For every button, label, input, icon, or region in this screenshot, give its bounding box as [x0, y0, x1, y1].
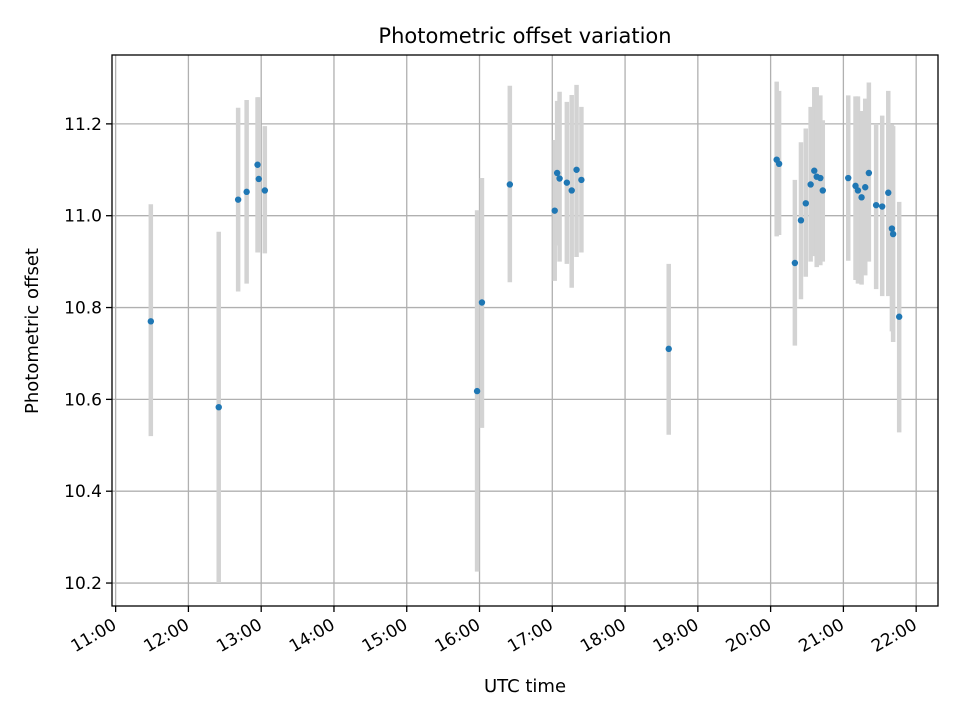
data-point [858, 194, 865, 201]
plot-frame [111, 54, 939, 607]
data-point [553, 169, 561, 177]
data-point [872, 201, 880, 209]
x-axis-label: UTC time [484, 676, 566, 697]
data-point [895, 313, 903, 320]
data-point [573, 166, 580, 173]
y-tick-label: 10.6 [64, 390, 102, 410]
data-point [879, 203, 886, 210]
data-point [551, 207, 558, 214]
data-point [775, 160, 783, 168]
data-point [817, 174, 824, 182]
data-point [478, 299, 486, 306]
data-point [665, 345, 672, 353]
data-point [254, 161, 261, 168]
data-point [854, 187, 862, 194]
data-point [255, 175, 262, 183]
data-point [797, 217, 805, 224]
data-point [215, 403, 222, 411]
y-axis-ticks: 10.2 10.4 10.6 10.8 11.0 11.2 [64, 115, 112, 594]
data-point [473, 387, 481, 395]
data-point [819, 187, 826, 194]
data-point [568, 187, 575, 194]
data-point [147, 318, 155, 325]
y-tick-label: 10.2 [64, 574, 102, 594]
data-point [807, 181, 814, 188]
data-point [862, 184, 869, 191]
data-point [556, 175, 563, 182]
data-markers [147, 156, 903, 411]
data-point [811, 167, 818, 174]
data-point [563, 179, 571, 186]
data-point [243, 188, 250, 196]
data-point [578, 176, 585, 184]
data-point [888, 225, 896, 232]
y-tick-label: 11.0 [64, 207, 102, 227]
data-point [234, 196, 242, 203]
grid-lines [112, 55, 938, 606]
data-point [261, 187, 269, 194]
data-point [802, 200, 809, 207]
y-tick-label: 10.4 [64, 482, 102, 502]
chart-title: Photometric offset variation [378, 24, 671, 48]
data-point [885, 189, 892, 196]
y-tick-label: 11.2 [64, 115, 102, 135]
data-point [506, 181, 514, 188]
data-point [865, 169, 873, 177]
data-point [791, 259, 799, 267]
y-tick-label: 10.8 [64, 299, 102, 319]
data-point [845, 174, 852, 182]
y-axis-label: Photometric offset [22, 248, 43, 414]
data-point [889, 230, 897, 238]
